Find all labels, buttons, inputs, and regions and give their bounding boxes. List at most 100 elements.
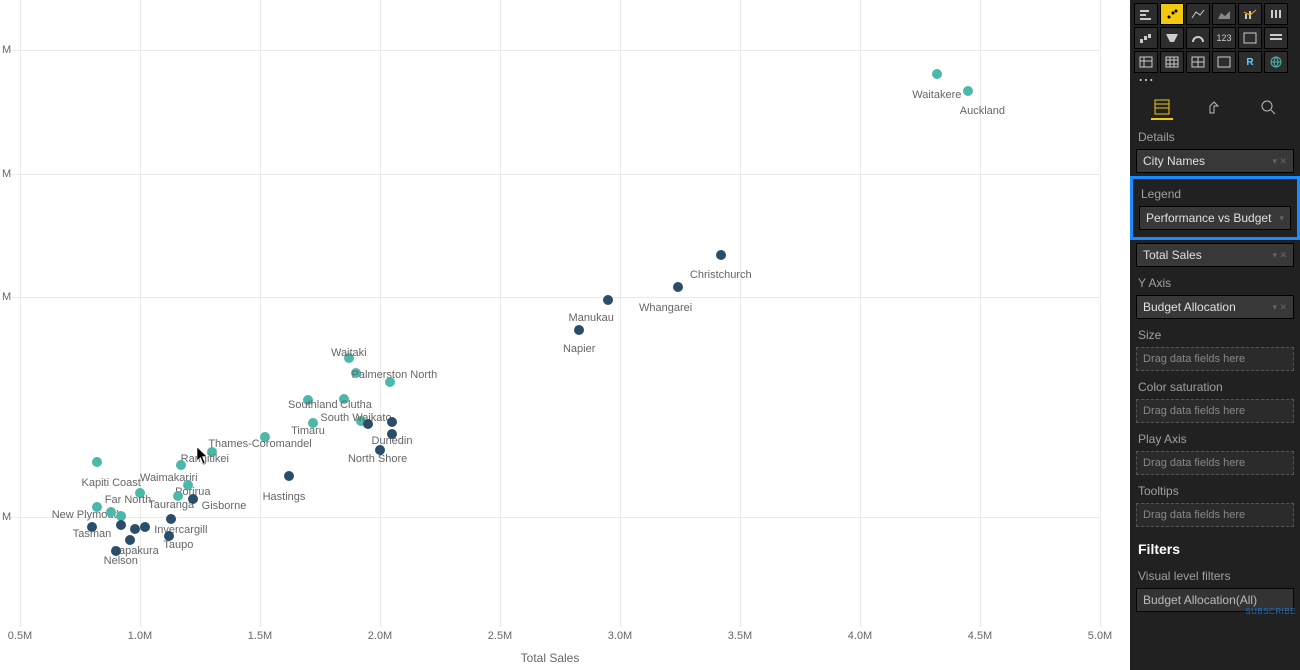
gridline-v (980, 0, 981, 627)
gridline-v (860, 0, 861, 627)
data-point[interactable] (284, 471, 294, 481)
data-label: Tasman (73, 528, 112, 540)
xtick-label: 1.5M (248, 630, 272, 642)
well-xaxis-value: Total Sales (1143, 248, 1202, 262)
viz-gauge-icon[interactable] (1186, 27, 1210, 49)
viz-matrix3-icon[interactable] (1212, 51, 1236, 73)
well-details-field[interactable]: City Names ▾ ✕ (1136, 149, 1294, 173)
filter-row-value: Budget Allocation(All) (1143, 593, 1257, 607)
gridline-v (140, 0, 141, 627)
data-point[interactable] (92, 457, 102, 467)
viz-combo-icon[interactable] (1238, 3, 1262, 25)
viz-waterfall-icon[interactable] (1134, 27, 1158, 49)
tab-fields[interactable] (1151, 96, 1173, 120)
ytick-label: M (2, 291, 11, 303)
data-label: Clutha (340, 399, 372, 411)
viz-scatter-icon[interactable] (1160, 3, 1184, 25)
data-point[interactable] (166, 514, 176, 524)
viz-table-icon[interactable] (1134, 51, 1158, 73)
data-point[interactable] (932, 69, 942, 79)
data-point[interactable] (716, 250, 726, 260)
viz-card-icon[interactable]: 123 (1212, 27, 1236, 49)
data-point[interactable] (603, 295, 613, 305)
tab-format[interactable] (1204, 96, 1226, 118)
viz-line-icon[interactable] (1186, 3, 1210, 25)
data-label: South Waikato (320, 412, 391, 424)
pane-tabs (1130, 90, 1300, 124)
data-point[interactable] (963, 86, 973, 96)
xtick-label: 4.5M (968, 630, 992, 642)
well-tooltips-drop[interactable]: Drag data fields here (1136, 503, 1294, 527)
xtick-label: 4.0M (848, 630, 872, 642)
xtick-label: 0.5M (8, 630, 32, 642)
data-point[interactable] (387, 417, 397, 427)
well-legend-label: Legend (1133, 181, 1297, 203)
filters-header: Filters (1130, 535, 1300, 563)
data-point[interactable] (188, 494, 198, 504)
well-satur-drop[interactable]: Drag data fields here (1136, 399, 1294, 423)
viz-globe-icon[interactable] (1264, 51, 1288, 73)
well-yaxis-label: Y Axis (1130, 270, 1300, 292)
gridline-v (1100, 0, 1101, 627)
chevron-down-icon: ▾ (1279, 213, 1284, 224)
data-point[interactable] (363, 419, 373, 429)
x-axis-label: Total Sales (0, 651, 1100, 665)
data-point[interactable] (130, 524, 140, 534)
viz-ribbon-icon[interactable] (1264, 3, 1288, 25)
well-size-drop[interactable]: Drag data fields here (1136, 347, 1294, 371)
well-details-value: City Names (1143, 154, 1205, 168)
well-yaxis-value: Budget Allocation (1143, 300, 1236, 314)
data-label: Whangarei (639, 302, 692, 314)
data-point[interactable] (106, 507, 116, 517)
data-point[interactable] (673, 282, 683, 292)
subscribe-watermark: SUBSCRIBE (1245, 607, 1296, 616)
scatter-chart[interactable]: 0.5M1.0M1.5M2.0M2.5M3.0M3.5M4.0M4.5M5.0M… (0, 0, 1130, 670)
data-label: Rangitikei (181, 453, 229, 465)
data-point[interactable] (176, 460, 186, 470)
chevron-down-icon: ▾ ✕ (1272, 302, 1287, 313)
xtick-label: 3.0M (608, 630, 632, 642)
viz-stacked-bar-icon[interactable] (1134, 3, 1158, 25)
viz-matrix2-icon[interactable] (1186, 51, 1210, 73)
tab-analytics[interactable] (1257, 96, 1279, 118)
gridline-v (620, 0, 621, 627)
well-legend-field[interactable]: Performance vs Budget ▾ (1139, 206, 1291, 230)
data-point[interactable] (116, 511, 126, 521)
viz-more-icon[interactable]: ⋯ (1130, 74, 1300, 90)
data-label: North Shore (348, 453, 407, 465)
legend-well-highlight: Legend Performance vs Budget ▾ (1130, 176, 1300, 240)
data-point[interactable] (574, 325, 584, 335)
gridline-v (380, 0, 381, 627)
viz-funnel-icon[interactable] (1160, 27, 1184, 49)
xtick-label: 1.0M (128, 630, 152, 642)
viz-matrix-icon[interactable] (1160, 51, 1184, 73)
viz-slicer-icon[interactable] (1264, 27, 1288, 49)
data-label: Far North (105, 494, 151, 506)
gridline-h (10, 174, 1100, 175)
chevron-down-icon: ▾ ✕ (1272, 250, 1287, 261)
data-label: Waitaki (331, 347, 367, 359)
ytick-label: M (2, 168, 11, 180)
well-xaxis-field[interactable]: Total Sales ▾ ✕ (1136, 243, 1294, 267)
well-play-drop[interactable]: Drag data fields here (1136, 451, 1294, 475)
well-yaxis-field[interactable]: Budget Allocation ▾ ✕ (1136, 295, 1294, 319)
data-point[interactable] (385, 377, 395, 387)
ytick-label: M (2, 511, 11, 523)
well-play-label: Play Axis (1130, 426, 1300, 448)
viz-r-icon[interactable]: R (1238, 51, 1262, 73)
data-point[interactable] (140, 522, 150, 532)
xtick-label: 5.0M (1088, 630, 1112, 642)
well-legend-value: Performance vs Budget (1146, 211, 1271, 225)
data-point[interactable] (116, 520, 126, 530)
xtick-label: 2.5M (488, 630, 512, 642)
gridline-h (10, 50, 1100, 51)
data-label: Kapiti Coast (82, 477, 141, 489)
viz-area-icon[interactable] (1212, 3, 1236, 25)
data-label: Invercargill (154, 524, 207, 536)
visualizations-pane: 123 R ⋯ Details City Names ▾ ✕ Legend Pe… (1130, 0, 1300, 670)
data-label: Southland (288, 399, 338, 411)
well-satur-label: Color saturation (1130, 374, 1300, 396)
data-label: Christchurch (690, 269, 752, 281)
gridline-h (10, 297, 1100, 298)
viz-kpi-icon[interactable] (1238, 27, 1262, 49)
